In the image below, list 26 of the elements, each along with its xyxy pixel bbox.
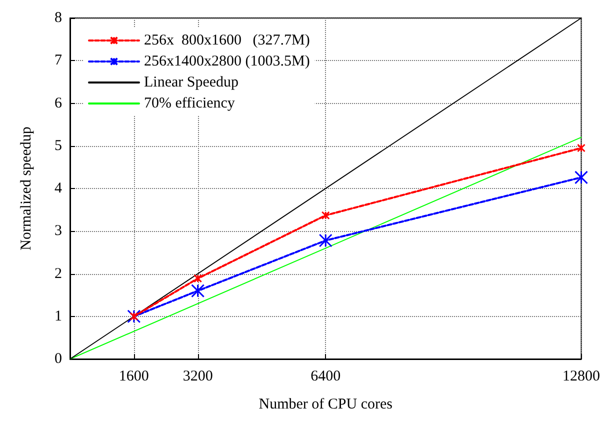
x-tick-label: 1600 <box>118 368 149 384</box>
y-axis-title: Normalized speedup <box>18 126 34 250</box>
y-tick-label: 3 <box>54 223 62 240</box>
x-tick-label: 12800 <box>562 368 600 384</box>
legend-label: 256x1400x2800 (1003.5M) <box>144 54 310 70</box>
point <box>130 312 138 321</box>
point <box>191 284 205 298</box>
legend-label: 256x 800x1600 (327.7M) <box>144 32 310 48</box>
point <box>194 274 202 283</box>
point <box>577 144 586 152</box>
x-axis-title: Number of CPU cores <box>258 396 393 412</box>
point <box>321 211 330 220</box>
point <box>574 170 588 184</box>
y-tick-label: 2 <box>54 266 62 282</box>
x-tick-label: 3200 <box>182 368 213 384</box>
y-tick-label: 6 <box>54 95 62 112</box>
point <box>318 234 332 248</box>
y-tick-label: 1 <box>54 308 62 324</box>
legend-label: 70% efficiency <box>144 96 236 112</box>
y-tick-label: 7 <box>54 52 62 69</box>
x-tick-label: 6400 <box>310 368 341 384</box>
legend-label: Linear Speedup <box>144 74 239 90</box>
y-tick-label: 5 <box>54 138 62 154</box>
y-tick-label: 0 <box>54 351 62 367</box>
y-tick-label: 8 <box>54 10 62 26</box>
y-tick-label: 4 <box>54 180 62 196</box>
